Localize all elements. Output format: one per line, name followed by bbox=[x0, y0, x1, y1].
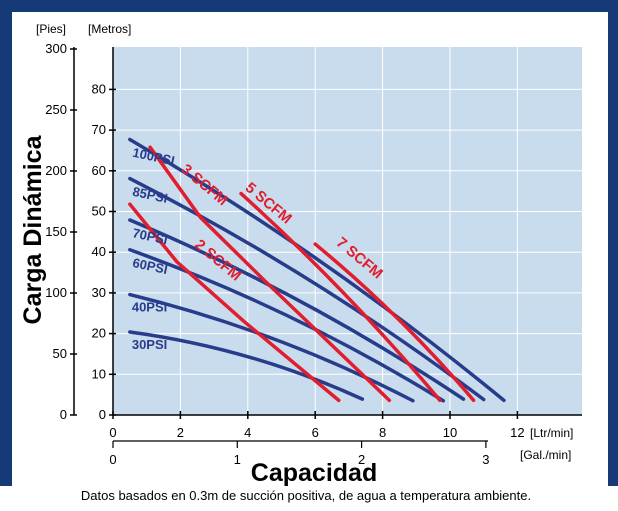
y-tick-label-metros: 50 bbox=[92, 204, 106, 219]
y-unit-secondary: [Metros] bbox=[88, 22, 131, 36]
x-axis-title: Capacidad bbox=[251, 459, 377, 487]
y-tick-label-metros: 80 bbox=[92, 81, 106, 96]
pressure-series-line bbox=[128, 292, 415, 403]
y-tick-label-pies: 100 bbox=[45, 285, 67, 300]
x-tick-label-gal: 1 bbox=[234, 452, 241, 467]
pressure-series-label: 60PSI bbox=[131, 255, 169, 277]
x-tick-label-ltr: 12 bbox=[510, 425, 524, 440]
pressure-series-label: 40PSI bbox=[132, 300, 167, 315]
y-tick-label-metros: 10 bbox=[92, 366, 106, 381]
y-axis-title: Carga Dinámica bbox=[19, 134, 47, 324]
x-tick-label-ltr: 6 bbox=[312, 425, 319, 440]
y-tick-label-pies: 200 bbox=[45, 163, 67, 178]
pressure-series-line bbox=[128, 218, 466, 401]
pressure-series-label: 85PSI bbox=[131, 184, 169, 206]
footnote: Datos basados en 0.3m de succión positiv… bbox=[81, 488, 531, 503]
y-tick-label-pies: 300 bbox=[45, 41, 67, 56]
air-series-line bbox=[239, 191, 442, 403]
y-tick-label-pies: 0 bbox=[60, 407, 67, 422]
pressure-series-label: 30PSI bbox=[132, 337, 167, 352]
x-tick-label-ltr: 4 bbox=[244, 425, 251, 440]
x-tick-label-ltr: 0 bbox=[109, 425, 116, 440]
y-tick-label-metros: 20 bbox=[92, 326, 106, 341]
pressure-series-line bbox=[128, 137, 506, 403]
y-tick-label-pies: 250 bbox=[45, 102, 67, 117]
plot-area bbox=[113, 47, 582, 415]
pressure-series-line bbox=[128, 248, 446, 403]
y-tick-label-pies: 50 bbox=[53, 346, 67, 361]
x-unit-primary: [Ltr/min] bbox=[530, 426, 573, 440]
x-unit-secondary: [Gal./min] bbox=[520, 448, 571, 462]
y-tick-label-pies: 150 bbox=[45, 224, 67, 239]
x-tick-label-ltr: 10 bbox=[443, 425, 457, 440]
pressure-series-line bbox=[128, 330, 365, 401]
x-tick-label-ltr: 8 bbox=[379, 425, 386, 440]
pressure-series-line bbox=[128, 176, 486, 402]
footnote-band bbox=[0, 486, 618, 506]
y-unit-primary: [Pies] bbox=[36, 22, 66, 36]
air-series-line bbox=[148, 145, 392, 403]
x-tick-label-gal: 0 bbox=[109, 452, 116, 467]
x-tick-label-gal: 3 bbox=[482, 452, 489, 467]
pressure-series-label: 70PSI bbox=[131, 225, 169, 247]
x-tick-label-ltr: 2 bbox=[177, 425, 184, 440]
y-tick-label-metros: 0 bbox=[99, 407, 106, 422]
y-tick-label-metros: 30 bbox=[92, 285, 106, 300]
y-tick-label-metros: 70 bbox=[92, 122, 106, 137]
x-tick-label-gal: 2 bbox=[358, 452, 365, 467]
y-tick-label-metros: 40 bbox=[92, 244, 106, 259]
air-series-line bbox=[313, 242, 476, 403]
series-group bbox=[128, 137, 506, 403]
air-series-line bbox=[128, 202, 341, 403]
y-tick-label-metros: 60 bbox=[92, 163, 106, 178]
